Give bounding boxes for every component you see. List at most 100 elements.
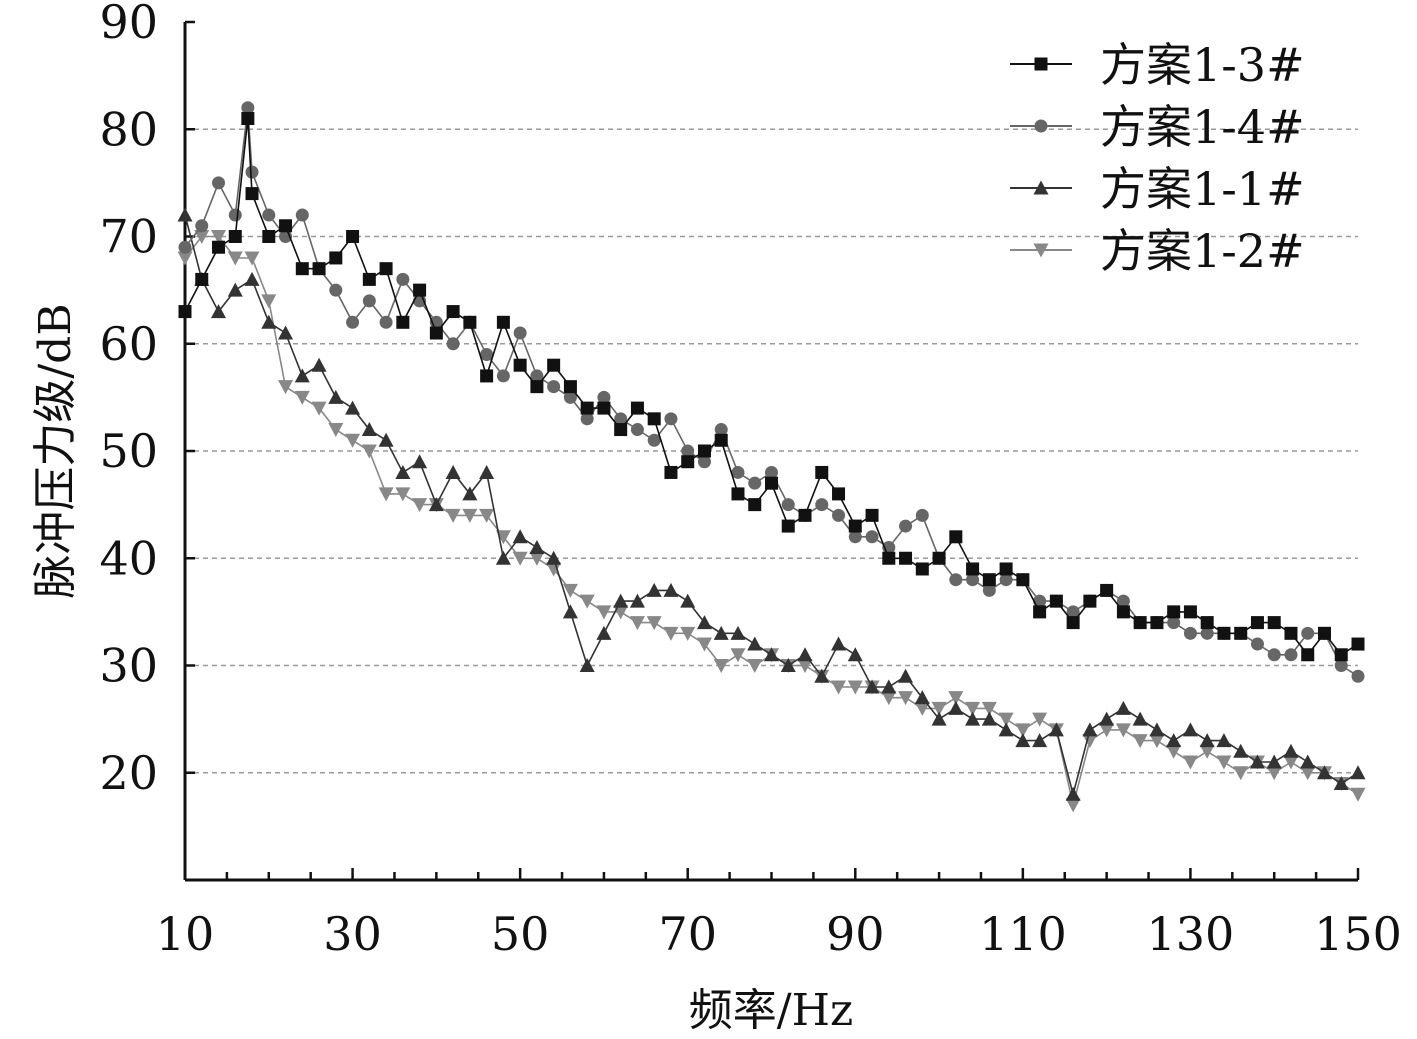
data-point: [998, 712, 1014, 727]
data-point: [613, 593, 629, 608]
data-point: [629, 616, 645, 631]
data-point: [395, 464, 411, 479]
data-point: [512, 551, 528, 566]
data-point: [898, 668, 914, 683]
data-point: [1266, 766, 1282, 781]
data-point: [915, 508, 929, 522]
data-point: [1166, 733, 1182, 748]
x-tick-label: 130: [1147, 907, 1235, 961]
data-point: [378, 487, 394, 502]
data-point: [1316, 765, 1332, 780]
data-point: [1284, 648, 1298, 662]
data-point: [1334, 648, 1348, 662]
data-point: [1350, 787, 1366, 802]
data-point: [1284, 626, 1298, 640]
data-point: [361, 444, 377, 459]
data-point: [596, 625, 612, 640]
data-point: [1234, 626, 1248, 640]
data-point: [780, 658, 796, 672]
data-point: [1083, 594, 1097, 608]
legend-label: 方案1-2#: [1100, 224, 1305, 278]
data-point: [697, 444, 711, 458]
data-point: [765, 465, 778, 479]
data-point: [463, 315, 477, 329]
data-point: [446, 305, 460, 319]
data-point: [831, 636, 847, 651]
data-point: [362, 294, 376, 308]
data-point: [681, 455, 695, 469]
legend-label: 方案1-1#: [1100, 162, 1305, 216]
data-point: [547, 358, 561, 372]
data-point: [597, 390, 611, 404]
data-point: [1115, 723, 1131, 738]
data-point: [228, 208, 242, 222]
data-point: [949, 530, 963, 544]
data-point: [664, 465, 678, 479]
data-point: [177, 251, 193, 266]
data-point: [748, 476, 762, 490]
data-point: [445, 508, 461, 523]
data-point: [579, 594, 595, 609]
data-point: [680, 626, 696, 641]
data-point: [496, 315, 510, 329]
data-point: [999, 573, 1013, 587]
data-point: [211, 230, 227, 244]
data-point: [1115, 700, 1131, 715]
data-point: [714, 433, 728, 447]
legend-marker: [1033, 243, 1049, 258]
data-point: [1199, 733, 1215, 748]
data-point: [948, 700, 964, 715]
data-point: [1166, 744, 1182, 759]
data-point: [629, 593, 645, 608]
data-point: [965, 711, 981, 726]
series-line: [184, 235, 1359, 806]
data-point: [428, 497, 444, 512]
data-point: [1167, 605, 1181, 619]
data-point: [663, 626, 679, 641]
data-point: [396, 272, 410, 286]
data-point: [1167, 616, 1181, 630]
data-point: [931, 711, 947, 726]
data-point: [1249, 754, 1265, 769]
data-point: [195, 272, 209, 286]
data-point: [1033, 605, 1047, 619]
data-point: [362, 272, 376, 286]
data-point: [412, 454, 428, 469]
data-point: [597, 401, 611, 415]
data-point: [1150, 616, 1164, 630]
data-point: [1233, 743, 1249, 758]
data-point: [998, 722, 1014, 737]
data-point: [647, 433, 661, 447]
data-point: [1267, 648, 1281, 662]
y-tick-label: 80: [99, 102, 158, 156]
y-tick-label: 50: [99, 424, 158, 478]
data-point: [195, 219, 209, 233]
data-point: [1183, 605, 1197, 619]
data-point: [329, 251, 343, 265]
grid-lines: [185, 128, 1358, 774]
series-line: [184, 214, 1359, 798]
data-point: [1283, 755, 1299, 770]
data-point: [278, 325, 294, 340]
data-point: [429, 326, 443, 340]
data-point: [345, 400, 361, 415]
data-point: [211, 304, 227, 319]
data-point: [614, 412, 628, 426]
data-point: [898, 691, 914, 706]
legend-marker: [1034, 119, 1048, 133]
data-point: [1116, 605, 1130, 619]
data-point: [1233, 766, 1249, 781]
data-point: [513, 358, 527, 372]
data-point: [212, 240, 226, 254]
data-point: [614, 423, 628, 437]
data-point: [1350, 765, 1366, 780]
data-point: [311, 357, 327, 372]
data-point: [881, 679, 897, 694]
data-point: [241, 101, 255, 115]
data-point: [596, 605, 612, 620]
data-point: [714, 423, 728, 437]
data-point: [847, 647, 863, 662]
data-point: [1016, 573, 1030, 587]
data-point: [294, 390, 310, 405]
